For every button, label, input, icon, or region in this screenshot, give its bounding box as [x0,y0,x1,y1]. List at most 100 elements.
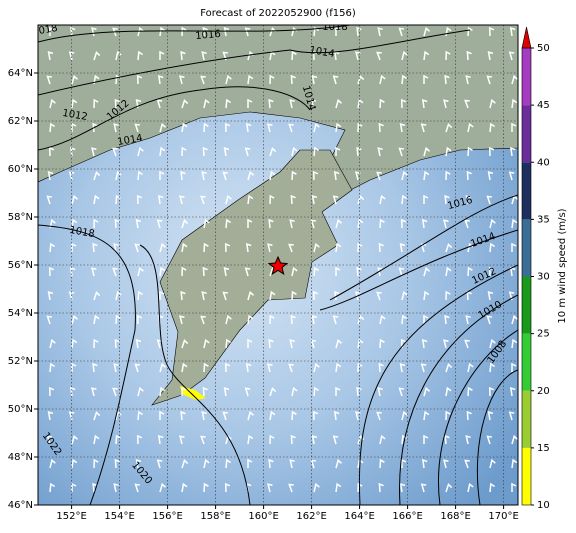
wind-barb [400,458,407,469]
wind-barb [378,242,384,253]
title: Forecast of 2022052900 (f156) [200,8,356,19]
wind-barb [423,50,430,61]
wind-barb [357,482,363,493]
wind-barb [93,98,99,109]
wind-barb [247,458,253,468]
wind-barb [268,98,274,109]
isobar [329,194,518,301]
contour-label: 1018 [68,225,95,240]
lon-tick-label: 156°E [152,511,182,522]
wind-barb [465,75,471,85]
wind-barb [376,291,382,301]
wind-barb [511,98,518,109]
wind-barb [93,218,99,229]
wind-barb [311,435,318,445]
wind-barb [444,194,450,205]
lon-tick-label: 154°E [104,511,134,522]
wind-barb [313,266,320,277]
wind-barb [68,51,75,61]
wind-barb [423,410,430,421]
wind-barb [355,171,361,181]
lat-tick-label: 46°N [8,500,33,511]
wind-barb [202,266,208,277]
wind-barb [48,386,55,397]
wind-barb [444,314,450,325]
colorbar-segment [522,276,531,334]
wind-barb [267,123,273,133]
wind-barbs [46,26,518,493]
wind-barb [291,170,297,181]
wind-barb [379,314,386,325]
wind-barb [467,482,474,493]
kamchatka [151,149,353,406]
wind-barb [181,339,189,349]
colorbar-segment [522,333,531,391]
wind-barb [47,291,54,301]
wind-barb [379,194,386,205]
wind-barb [399,123,406,133]
colorbar: 10 15 20 25 30 35 40 45 50 10 m wind speed (m/s) [521,26,568,511]
wind-barb [488,26,495,37]
wind-barb [401,290,408,301]
wind-barb [135,219,142,229]
wind-barb [313,482,320,493]
wind-barb [379,434,386,445]
wind-barb [92,122,98,133]
wind-barb [335,218,343,229]
wind-barb [115,290,122,301]
wind-barb [464,459,470,469]
wind-barb [376,51,382,61]
colorbar-segment [522,105,531,163]
wind-barb [137,170,144,181]
wind-barb [46,75,53,85]
wind-barb [312,50,319,61]
wind-barb [376,171,382,181]
wind-barb [93,458,99,469]
wind-barb [181,362,188,373]
wind-barb [489,362,496,373]
wind-barb [288,243,294,253]
colorbar-segment [522,48,531,106]
wind-barb [443,339,449,349]
wind-barb [269,314,275,325]
wind-barb [114,218,120,229]
wind-barb [312,410,319,421]
wind-barb [69,266,76,277]
wind-barb [137,50,144,61]
wind-barb [290,194,296,205]
wind-barb [247,338,253,348]
wind-barb [508,291,515,301]
wind-barb [269,290,276,301]
wind-barb [288,123,294,133]
wind-barb [225,194,232,205]
wind-barb [333,410,340,421]
wind-barb [93,194,100,205]
colorbar-tick-label: 20 [537,386,550,397]
wind-barb [445,266,452,277]
wind-barb [444,434,450,445]
wind-barb [445,50,451,61]
wind-barb [203,482,209,493]
wind-barb [467,266,473,277]
wind-barb [136,74,143,85]
wind-barb [93,51,101,61]
lat-tick-label: 56°N [8,260,33,271]
wind-barb [401,314,408,325]
wind-barb [91,147,97,157]
wind-barb [313,122,320,133]
wind-barb [115,50,122,61]
wind-barb [289,459,295,469]
wind-barb [445,146,452,157]
wind-barb [71,362,77,372]
lat-tick-label: 62°N [8,116,33,127]
wind-barb [489,482,496,493]
wind-barb [46,195,53,205]
mainland [38,25,518,199]
colorbar-tick-label: 15 [537,443,550,454]
wind-barb [423,74,429,84]
wind-barb [247,290,255,301]
wind-barb [508,171,515,181]
wind-barb [423,314,429,324]
wind-barb [357,75,365,85]
